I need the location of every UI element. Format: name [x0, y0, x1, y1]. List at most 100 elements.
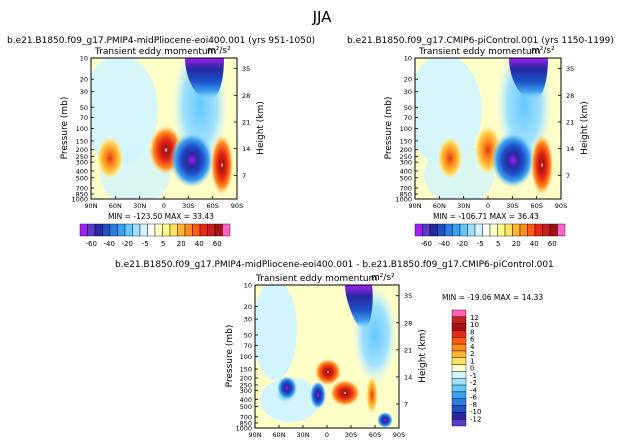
colorbar-main-box [192, 223, 201, 237]
colorbar-diff-box [451, 391, 467, 399]
x-tick-label: 90N [248, 431, 261, 439]
colorbar-diff-box [451, 330, 467, 338]
colorbar-main-box-2 [527, 223, 536, 237]
y-tick-label: 500 [240, 403, 252, 411]
panel-3-stats: MIN = -19.06 MAX = 14.33 [442, 293, 543, 302]
y-tick-label: 30 [80, 88, 88, 96]
colorbar-main-box [79, 223, 88, 237]
y-tick-label: 70 [404, 114, 412, 122]
x-tick-label: 0 [325, 431, 329, 439]
height-tick-label: 35 [566, 65, 574, 73]
y-tick-label: 50 [80, 104, 88, 112]
height-tick-label: 14 [242, 145, 250, 153]
panel-2-pos-max-a [437, 136, 463, 180]
x-tick-label: 60S [530, 202, 542, 210]
y-tick-label: 250 [400, 153, 412, 161]
x-tick-label: 60N [109, 202, 122, 210]
y-tick-label: 850 [76, 191, 88, 199]
colorbar-main-box-2 [459, 223, 468, 237]
season-title: JJA [312, 8, 333, 26]
panel-2-title: b.e21.B1850.f09_g17.CMIP6-piControl.001 … [347, 36, 614, 46]
colorbar-main-label-2: 60 [548, 240, 557, 248]
x-tick-label: 90S [555, 202, 567, 210]
panel-2-y2label: Height (km) [580, 101, 590, 155]
x-tick-label: 30S [506, 202, 518, 210]
colorbar-diff-label: -10 [470, 408, 481, 416]
y-tick-label: 30 [404, 88, 412, 96]
colorbar-diff-box [451, 398, 467, 406]
y-tick-label: 1000 [395, 196, 412, 204]
colorbar-diff-box [451, 364, 467, 372]
panel-3-title: b.e21.B1850.f09_g17.PMIP4-midPliocene-eo… [115, 260, 554, 270]
colorbar-main-label: -5 [142, 240, 149, 248]
y-tick-label: 300 [400, 159, 412, 167]
colorbar-main-box-2 [452, 223, 461, 237]
colorbar-diff-box [451, 343, 467, 352]
y-tick-label: 700 [240, 413, 252, 421]
colorbar-main-box [177, 223, 186, 237]
height-tick-label: 7 [404, 400, 408, 408]
y-tick-label: 200 [240, 375, 252, 383]
y-tick-label: 100 [240, 353, 252, 361]
panel-2-pos-high-lat [530, 133, 554, 197]
colorbar-main-box-2 [557, 223, 566, 237]
panel-2-units: m²/s² [531, 46, 555, 56]
y-tick-label: 700 [76, 185, 88, 193]
y-tick-label: 70 [244, 342, 252, 350]
x-tick-label: 30S [182, 202, 194, 210]
colorbar-diff-label: 4 [470, 343, 475, 351]
height-tick-label: 14 [404, 373, 412, 381]
colorbar-main-box [132, 223, 141, 237]
colorbar-diff-label: 6 [470, 336, 475, 344]
colorbar-main-label: -60 [86, 240, 97, 248]
colorbar-diff-box [451, 418, 467, 427]
x-tick-label: 30N [133, 202, 146, 210]
panel-3-ylabel: Pressure (mb) [225, 325, 235, 388]
colorbar-main-box [117, 223, 126, 237]
colorbar-main-box-2 [437, 223, 446, 237]
y-tick-label: 200 [400, 146, 412, 154]
colorbar-main-box-2 [422, 223, 431, 237]
colorbar-main-box-2 [414, 223, 423, 237]
panel-2-x-ticks: 90N 60N 30N 0 30S 60S 90S [408, 196, 567, 210]
colorbar-main-label: -40 [104, 240, 115, 248]
panel-3-subtitle: Transient eddy momentum [255, 274, 377, 284]
y-tick-label: 250 [76, 153, 88, 161]
x-tick-label: 30S [345, 431, 357, 439]
panel-2-field [415, 58, 561, 199]
y-tick-label: 30 [244, 316, 252, 324]
colorbar-main-box-2 [467, 223, 476, 237]
panel-2-height-ticks: 35 28 21 14 7 [558, 65, 574, 180]
colorbar-main-box [139, 223, 148, 237]
x-tick-label: 90N [84, 202, 97, 210]
panel-3-neg-b [310, 381, 326, 409]
y-tick-label: 100 [400, 125, 412, 133]
y-tick-label: 100 [76, 125, 88, 133]
colorbar-main-box-2 [519, 223, 528, 237]
colorbar-main-box-2 [444, 223, 453, 237]
colorbar-diff-label: 1 [470, 357, 474, 365]
height-tick-label: 35 [404, 292, 412, 300]
y-tick-label: 250 [240, 381, 252, 389]
x-tick-label: 90S [231, 202, 243, 210]
colorbar-main-box [222, 223, 231, 237]
panel-2-neg-min [491, 132, 535, 188]
height-tick-label: 35 [242, 65, 250, 73]
colorbar-main-label-2: -40 [439, 240, 450, 248]
colorbar-main-box-2 [549, 223, 558, 237]
x-tick-label: 60S [369, 431, 381, 439]
colorbar-diff-label: -6 [470, 394, 478, 402]
y-tick-label: 50 [244, 331, 252, 339]
colorbar-main-label: -20 [122, 240, 133, 248]
colorbar-main-box-2 [482, 223, 491, 237]
colorbar-diff-box [451, 350, 467, 358]
panel-1-title: b.e21.B1850.f09_g17.PMIP4-midPliocene-eo… [7, 36, 315, 46]
colorbar-diff-box [451, 323, 467, 331]
y-tick-label: 300 [76, 159, 88, 167]
panel-3: b.e21.B1850.f09_g17.PMIP4-midPliocene-eo… [115, 260, 554, 439]
colorbar-diff-label: 0 [470, 365, 474, 373]
height-tick-label: 21 [242, 118, 250, 126]
y-tick-label: 10 [244, 282, 252, 290]
